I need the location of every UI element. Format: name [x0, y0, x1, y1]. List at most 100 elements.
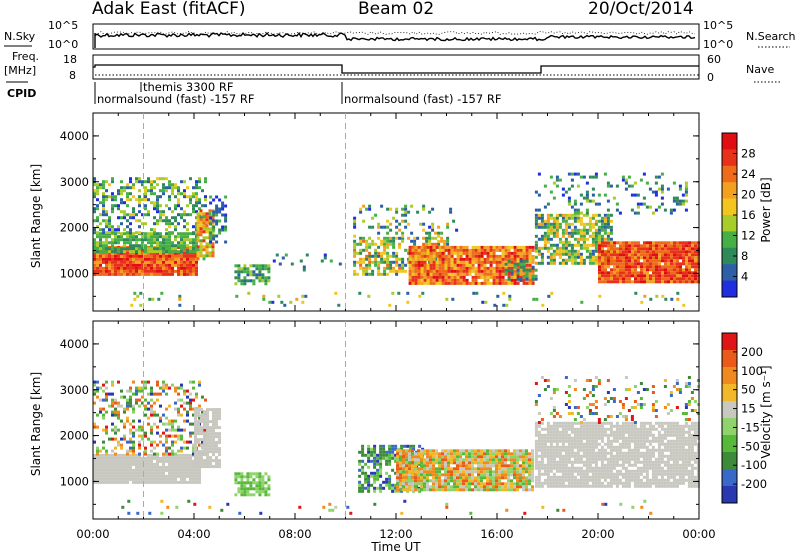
velocity-echo-cell — [194, 462, 197, 465]
power-echo-cell — [574, 229, 577, 232]
power-echo-cell — [186, 273, 189, 276]
power-echo-cell — [544, 185, 547, 188]
velocity-echo-region — [93, 381, 207, 456]
velocity-echo-cell — [364, 481, 367, 484]
power-echo-cell — [493, 279, 496, 282]
velocity-echo-cell — [123, 463, 126, 466]
velocity-echo-cell — [159, 405, 162, 408]
power-echo-cell — [679, 241, 682, 244]
velocity-echo-cell — [556, 434, 559, 437]
velocity-echo-cell — [535, 428, 538, 431]
velocity-echo-cell — [168, 481, 171, 484]
power-echo-cell — [409, 249, 412, 252]
velocity-echo-cell — [382, 454, 385, 457]
velocity-echo-cell — [114, 478, 117, 481]
velocity-echo-cell — [168, 423, 171, 426]
power-echo-cell — [607, 238, 610, 241]
power-echo-cell — [434, 243, 437, 246]
power-echo-cell — [197, 230, 200, 233]
power-echo-cell — [643, 173, 646, 176]
power-echo-cell — [377, 246, 380, 249]
power-echo-cell — [183, 232, 186, 235]
power-echo-cell — [368, 255, 371, 258]
velocity-echo-cell — [411, 455, 414, 458]
power-echo-cell — [422, 237, 425, 240]
velocity-echo-cell — [402, 482, 405, 485]
velocity-echo-cell — [212, 441, 215, 444]
power-echo-cell — [529, 279, 532, 282]
velocity-echo-cell — [215, 435, 218, 438]
velocity-echo-cell — [120, 454, 123, 457]
velocity-echo-cell — [531, 488, 534, 491]
velocity-echo-cell — [402, 458, 405, 461]
power-echo-cell — [631, 185, 634, 188]
velocity-echo-cell — [510, 488, 513, 491]
power-echo-cell — [478, 276, 481, 279]
velocity-echo-cell — [147, 472, 150, 475]
power-echo-cell — [676, 244, 679, 247]
power-echo-cell — [445, 298, 448, 301]
power-echo-cell — [395, 208, 398, 211]
power-echo-cell — [261, 279, 264, 282]
power-echo-cell — [439, 282, 442, 285]
power-echo-cell — [132, 186, 135, 189]
power-echo-cell — [102, 195, 105, 198]
power-echo-cell — [395, 261, 398, 264]
power-echo-cell — [440, 232, 443, 235]
power-echo-cell — [197, 215, 200, 218]
power-echo-cell — [433, 252, 436, 255]
velocity-echo-cell — [183, 393, 186, 396]
velocity-echo-cell — [138, 420, 141, 423]
power-echo-cell — [183, 189, 186, 192]
velocity-echo-cell — [261, 490, 264, 493]
power-echo-cell — [436, 279, 439, 282]
power-echo-cell — [652, 191, 655, 194]
power-echo-cell — [165, 244, 168, 247]
power-echo-cell — [670, 241, 673, 244]
power-echo-cell — [165, 232, 168, 235]
velocity-echo-cell — [218, 459, 221, 462]
power-echo-cell — [586, 256, 589, 259]
power-echo-cell — [117, 247, 120, 250]
velocity-echo-cell — [553, 428, 556, 431]
velocity-echo-cell — [550, 449, 553, 452]
velocity-echo-cell — [215, 423, 218, 426]
velocity-echo-cell — [153, 447, 156, 450]
velocity-echo-cell — [197, 429, 200, 432]
power-echo-cell — [174, 207, 177, 210]
power-echo-cell — [165, 189, 168, 192]
velocity-echo-cell — [198, 384, 201, 387]
velocity-echo-cell — [162, 384, 165, 387]
velocity-echo-cell — [402, 470, 405, 473]
power-echo-cell — [604, 238, 607, 241]
power-echo-cell — [577, 212, 580, 215]
power-echo-cell — [631, 259, 634, 262]
power-echo-cell — [421, 267, 424, 270]
velocity-echo-cell — [474, 470, 477, 473]
velocity-echo-cell — [432, 467, 435, 470]
velocity-echo-cell — [364, 475, 367, 478]
velocity-echo-cell — [165, 438, 168, 441]
velocity-echo-cell — [203, 423, 206, 426]
velocity-echo-cell — [489, 488, 492, 491]
velocity-echo-cell — [465, 458, 468, 461]
velocity-echo-cell — [468, 458, 471, 461]
velocity-echo-cell — [117, 475, 120, 478]
power-echo-cell — [568, 241, 571, 244]
power-echo-cell — [135, 235, 138, 238]
velocity-echo-cell — [105, 396, 108, 399]
velocity-echo-cell — [480, 485, 483, 488]
power-echo-cell — [607, 247, 610, 250]
power-echo-cell — [192, 231, 195, 234]
power-echo-cell — [631, 268, 634, 271]
velocity-echo-cell — [477, 479, 480, 482]
velocity-echo-cell — [132, 453, 135, 456]
power-echo-cell — [144, 270, 147, 273]
velocity-echo-cell — [462, 485, 465, 488]
velocity-echo-cell — [522, 476, 525, 479]
velocity-echo-cell — [379, 487, 382, 490]
velocity-echo-cell — [379, 457, 382, 460]
power-echo-cell — [177, 201, 180, 204]
velocity-echo-cell — [495, 479, 498, 482]
power-echo-cell — [430, 249, 433, 252]
